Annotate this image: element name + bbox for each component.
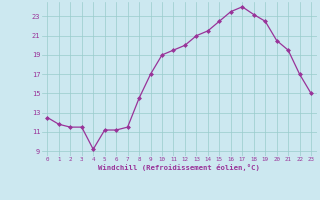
X-axis label: Windchill (Refroidissement éolien,°C): Windchill (Refroidissement éolien,°C) — [98, 164, 260, 171]
